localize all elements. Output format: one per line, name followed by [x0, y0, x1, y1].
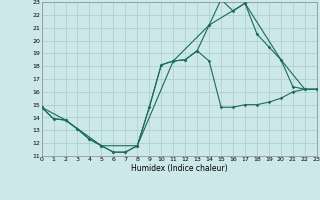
X-axis label: Humidex (Indice chaleur): Humidex (Indice chaleur)	[131, 164, 228, 173]
